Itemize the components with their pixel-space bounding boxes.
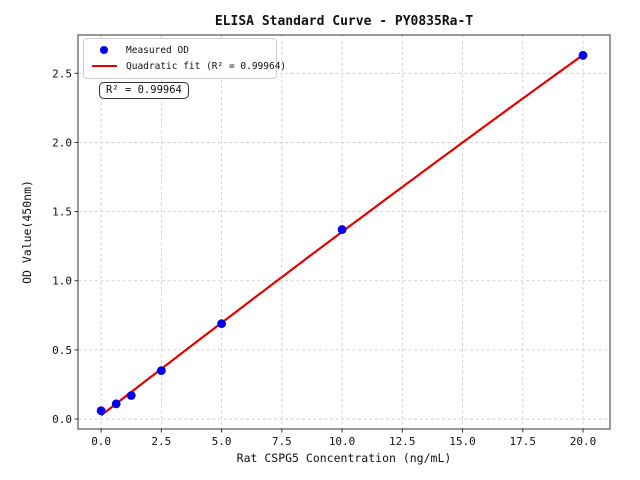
- x-tick-label: 5.0: [212, 435, 232, 448]
- data-point: [217, 319, 227, 329]
- legend-label-quadratic-fit: Quadratic fit (R² = 0.99964): [126, 60, 287, 72]
- x-axis-label: Rat CSPG5 Concentration (ng/mL): [236, 451, 452, 465]
- x-tick-label: 2.5: [151, 435, 171, 448]
- y-tick-label: 2.0: [52, 136, 72, 149]
- y-tick-label: 2.5: [52, 67, 72, 80]
- line-marker-icon: [91, 64, 117, 68]
- x-tick-label: 10.0: [329, 435, 356, 448]
- x-tick-label: 0.0: [91, 435, 111, 448]
- x-tick-label: 12.5: [389, 435, 416, 448]
- red-line-icon: [91, 64, 117, 68]
- r-squared-annotation: R² = 0.99964: [99, 82, 189, 99]
- x-tick-label: 20.0: [570, 435, 597, 448]
- data-point: [111, 399, 121, 409]
- legend-item-quadratic-fit: Quadratic fit (R² = 0.99964): [84, 58, 286, 74]
- x-tick-label: 17.5: [510, 435, 537, 448]
- scatter-marker-icon: [91, 46, 117, 54]
- legend-item-measured-od: Measured OD: [84, 42, 276, 58]
- plot-border: [77, 34, 611, 430]
- y-tick-label: 1.0: [52, 275, 72, 288]
- data-point: [578, 50, 588, 60]
- y-tick-label: 0.0: [52, 413, 72, 426]
- data-point: [337, 225, 347, 234]
- x-tick-label: 15.0: [449, 435, 476, 448]
- legend-label-measured-od: Measured OD: [126, 44, 189, 56]
- chart-title: ELISA Standard Curve - PY0835Ra-T: [214, 14, 474, 29]
- data-point: [156, 366, 166, 376]
- x-tick-label: 7.5: [272, 435, 292, 448]
- legend: Measured OD Quadratic fit (R² = 0.99964): [83, 38, 286, 79]
- y-tick-label: 0.5: [52, 344, 72, 357]
- data-point: [96, 406, 106, 416]
- y-axis-label: OD Value(450nm): [20, 180, 34, 284]
- blue-dot-icon: [100, 46, 108, 54]
- y-tick-label: 1.5: [52, 206, 72, 219]
- data-point: [126, 391, 136, 400]
